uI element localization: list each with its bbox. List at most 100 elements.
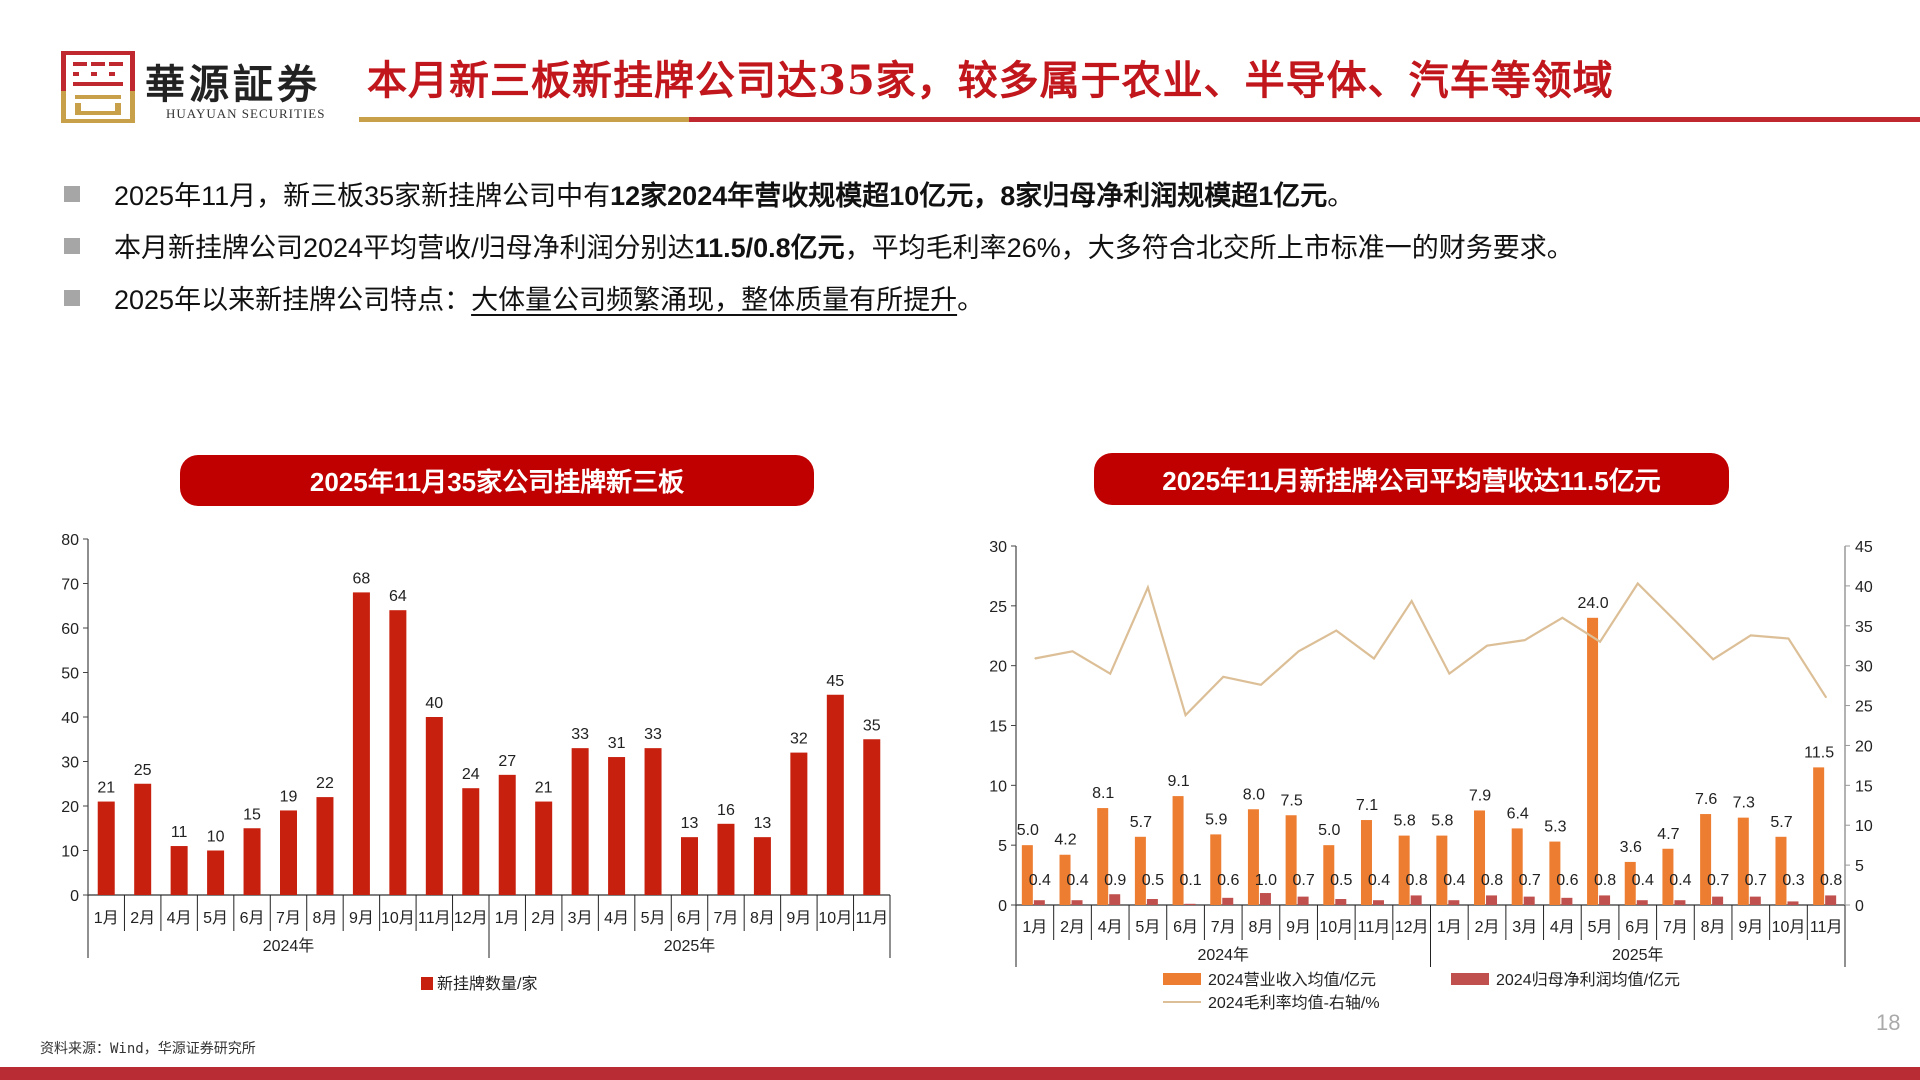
bar (134, 783, 152, 895)
bar (644, 748, 662, 895)
x-tick-label: 5月 (203, 910, 228, 927)
y-tick-label: 15 (989, 719, 1007, 736)
y-tick-label: 10 (989, 778, 1007, 795)
revenue-label: 5.9 (1205, 811, 1227, 828)
revenue-label: 8.1 (1092, 785, 1114, 802)
data-label: 22 (316, 775, 334, 792)
profit-bar (1674, 900, 1686, 905)
profit-label: 0.7 (1745, 872, 1767, 889)
y-tick-label: 80 (61, 532, 79, 549)
x-tick-label: 9月 (1286, 919, 1311, 936)
revenue-bar (1285, 815, 1297, 905)
footer-bar (0, 1067, 1920, 1080)
y2-tick-label: 20 (1855, 738, 1873, 755)
profit-bar (1712, 896, 1724, 905)
data-label: 21 (97, 780, 115, 797)
bullet-text-bold: 12家2024年营收规模超10亿元，8家归母净利润规模超1亿元 (610, 181, 1328, 211)
data-label: 16 (717, 802, 735, 819)
profit-bar (1372, 900, 1384, 905)
x-tick-label: 3月 (1512, 919, 1537, 936)
y2-tick-label: 30 (1855, 659, 1873, 676)
revenue-label: 5.0 (1017, 822, 1039, 839)
header-divider-red (689, 117, 1920, 122)
profit-label: 0.7 (1707, 872, 1729, 889)
y-tick-label: 40 (61, 710, 79, 727)
revenue-label: 9.1 (1167, 773, 1189, 790)
revenue-label: 7.6 (1695, 791, 1717, 808)
profit-bar (1335, 899, 1347, 905)
profit-label: 0.8 (1594, 872, 1616, 889)
profit-bar (1184, 903, 1196, 905)
revenue-bar (1398, 835, 1410, 905)
x-tick-label: 8月 (750, 910, 775, 927)
x-tick-label: 8月 (313, 910, 338, 927)
bullet-item: 2025年11月，新三板35家新挂牌公司中有 12家2024年营收规模超10亿元，… (64, 174, 1354, 213)
profit-label: 0.8 (1406, 872, 1428, 889)
x-tick-label: 9月 (1738, 919, 1763, 936)
x-tick-label: 1月 (94, 910, 119, 927)
revenue-label: 5.7 (1130, 814, 1152, 831)
profit-label: 0.5 (1142, 872, 1164, 889)
profit-bar (1825, 895, 1837, 905)
year-label: 2024年 (263, 937, 315, 955)
revenue-label: 8.0 (1243, 786, 1265, 803)
year-label: 2025年 (1612, 946, 1664, 964)
y2-tick-label: 35 (1855, 619, 1873, 636)
legend-swatch (421, 977, 433, 990)
x-tick-label: 5月 (1588, 919, 1613, 936)
data-label: 11 (171, 824, 188, 841)
x-tick-label: 7月 (1663, 919, 1688, 936)
x-tick-label: 9月 (349, 910, 374, 927)
data-label: 13 (681, 815, 699, 832)
revenue-label: 6.4 (1507, 805, 1529, 822)
chart-title-right: 2025年11月新挂牌公司平均营收达11.5亿元 (1094, 453, 1729, 505)
bullet-text: 。 (1327, 181, 1355, 211)
revenue-bar (1097, 808, 1109, 905)
x-tick-label: 10月 (818, 910, 852, 927)
bullet-text: 本月新挂牌公司2024平均营收/归母净利润分别达 (114, 233, 695, 263)
data-label: 21 (535, 780, 553, 797)
bullet-text-underlined: 大体量公司频繁涌现，整体质量有所提升 (471, 285, 958, 315)
x-tick-label: 4月 (604, 910, 629, 927)
revenue-label: 7.3 (1733, 795, 1755, 812)
logo-mark (61, 51, 135, 123)
revenue-bar (1624, 861, 1636, 905)
y-tick-label: 60 (61, 621, 79, 638)
revenue-label: 5.0 (1318, 822, 1340, 839)
revenue-bar (1323, 845, 1335, 905)
legend-swatch-revenue (1163, 973, 1201, 985)
bar (280, 810, 297, 895)
revenue-bar (1474, 810, 1486, 905)
profit-bar (1749, 896, 1761, 905)
revenue-label: 4.2 (1054, 832, 1076, 849)
profit-bar (1599, 895, 1611, 905)
bar (170, 846, 188, 895)
y-tick-label: 5 (998, 838, 1007, 855)
profit-bar (1523, 896, 1535, 905)
page-number: 18 (1876, 1010, 1901, 1035)
revenue-label: 5.3 (1544, 819, 1566, 836)
profit-label: 0.9 (1104, 872, 1126, 889)
y-tick-label: 70 (61, 577, 79, 594)
y-tick-label: 0 (70, 888, 79, 905)
y-tick-label: 0 (998, 898, 1007, 915)
legend-label: 新挂牌数量/家 (437, 975, 537, 993)
data-label: 13 (754, 815, 772, 832)
bar (790, 752, 808, 895)
bullet-text-bold: 11.5/0.8亿元 (694, 233, 845, 263)
bar (316, 797, 334, 895)
x-tick-label: 10月 (1319, 919, 1353, 936)
profit-bar (1410, 895, 1422, 905)
legend-label-profit: 2024归母净利润均值/亿元 (1496, 971, 1680, 989)
bar (389, 610, 407, 895)
x-tick-label: 2月 (1475, 919, 1500, 936)
revenue-label: 5.8 (1394, 813, 1416, 830)
profit-bar (1071, 900, 1083, 905)
x-tick-label: 1月 (495, 910, 520, 927)
profit-bar (1561, 897, 1573, 905)
x-tick-label: 8月 (1701, 919, 1726, 936)
y2-tick-label: 15 (1855, 778, 1873, 795)
data-label: 31 (608, 735, 626, 752)
